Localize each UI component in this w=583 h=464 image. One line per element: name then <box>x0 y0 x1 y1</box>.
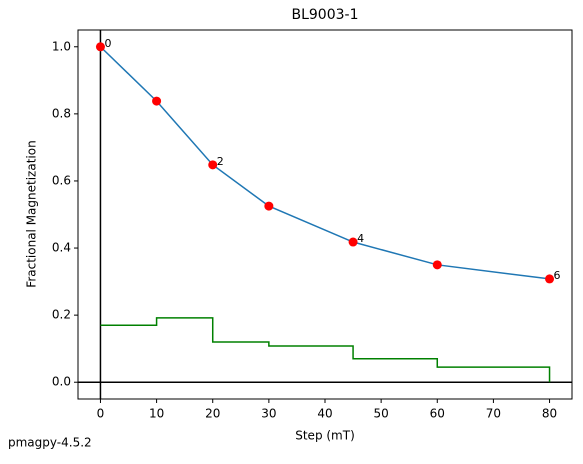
x-tick-label: 10 <box>149 407 164 421</box>
point-label: 6 <box>554 269 561 282</box>
y-tick-label: 0.0 <box>52 375 71 389</box>
x-tick-label: 50 <box>373 407 388 421</box>
step-line <box>100 317 551 383</box>
y-tick-label: 0.6 <box>52 173 71 187</box>
x-tick-label: 40 <box>317 407 332 421</box>
x-tick-label: 80 <box>542 407 557 421</box>
point-label: 0 <box>104 37 111 50</box>
point <box>95 42 105 52</box>
point <box>545 274 555 284</box>
point <box>348 237 358 247</box>
point <box>432 260 442 270</box>
point-label: 4 <box>357 232 364 245</box>
y-tick-label: 0.2 <box>52 308 71 322</box>
point <box>208 160 218 170</box>
x-axis-label: Step (mT) <box>295 429 355 443</box>
plot-frame <box>77 29 573 400</box>
point <box>264 201 274 211</box>
footer: pmagpy-4.5.2 <box>8 436 92 450</box>
chart-title: BL9003-1 <box>292 7 359 23</box>
y-tick-label: 0.4 <box>52 241 71 255</box>
y-tick-label: 1.0 <box>52 39 71 53</box>
point <box>152 96 162 106</box>
y-axis-label: Fractional Magnetization <box>25 140 39 287</box>
x-tick-label: 60 <box>430 407 445 421</box>
x-tick-label: 20 <box>205 407 220 421</box>
x-tick-label: 70 <box>486 407 501 421</box>
x-tick-label: 0 <box>97 407 105 421</box>
point-label: 2 <box>217 155 224 168</box>
x-tick-label: 30 <box>261 407 276 421</box>
y-tick-label: 0.8 <box>52 106 71 120</box>
